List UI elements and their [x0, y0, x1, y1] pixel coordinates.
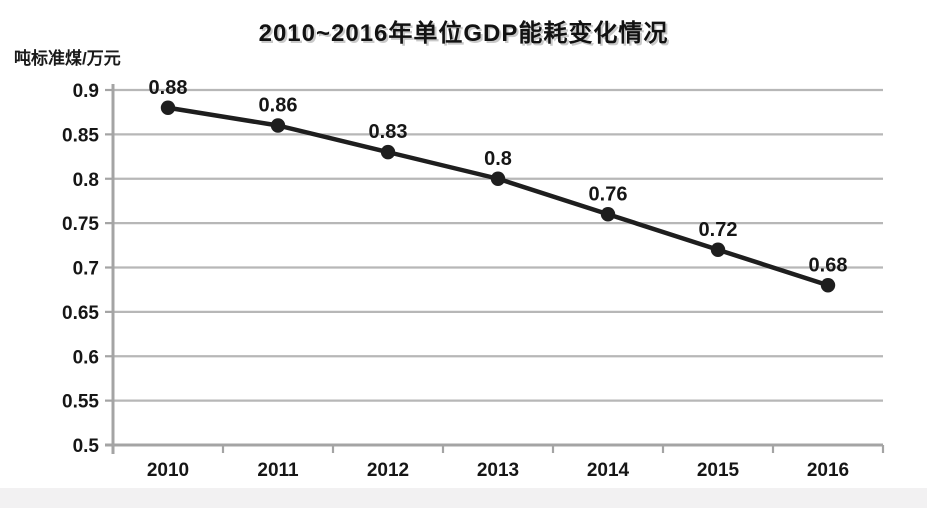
y-tick-label: 0.65	[62, 303, 99, 324]
data-point	[270, 118, 286, 133]
x-category-label: 2013	[477, 460, 519, 481]
y-tick-label: 0.5	[73, 436, 100, 457]
data-point-label: 0.83	[369, 121, 408, 143]
data-point-label: 0.72	[699, 219, 738, 241]
y-tick-label: 0.9	[73, 81, 99, 102]
data-point-label: 0.76	[589, 183, 628, 205]
data-point	[490, 171, 506, 186]
x-category-label: 2014	[587, 460, 630, 481]
x-category-label: 2011	[257, 460, 299, 481]
data-point	[820, 278, 836, 293]
y-tick-label: 0.8	[73, 170, 99, 191]
x-category-label: 2012	[367, 460, 409, 481]
data-point-label: 0.68	[809, 254, 848, 276]
data-point-label: 0.8	[484, 148, 512, 170]
y-tick-label: 0.85	[62, 125, 99, 146]
data-point	[710, 242, 726, 257]
y-tick-label: 0.75	[62, 214, 99, 235]
y-tick-label: 0.6	[73, 347, 99, 368]
data-point-label: 0.88	[149, 77, 188, 99]
data-point	[160, 100, 176, 115]
x-category-label: 2016	[807, 460, 849, 481]
data-point-label: 0.86	[259, 95, 298, 117]
y-axis-unit-label: 吨标准煤/万元	[14, 49, 121, 68]
x-category-label: 2010	[147, 460, 189, 481]
scan-artifact-strip	[0, 488, 927, 508]
chart-title: 2010~2016年单位GDP能耗变化情况	[258, 20, 669, 47]
y-tick-label: 0.7	[73, 259, 99, 280]
y-tick-label: 0.55	[62, 392, 99, 413]
x-category-label: 2015	[697, 460, 740, 481]
data-point	[380, 144, 396, 160]
data-point	[600, 207, 616, 222]
